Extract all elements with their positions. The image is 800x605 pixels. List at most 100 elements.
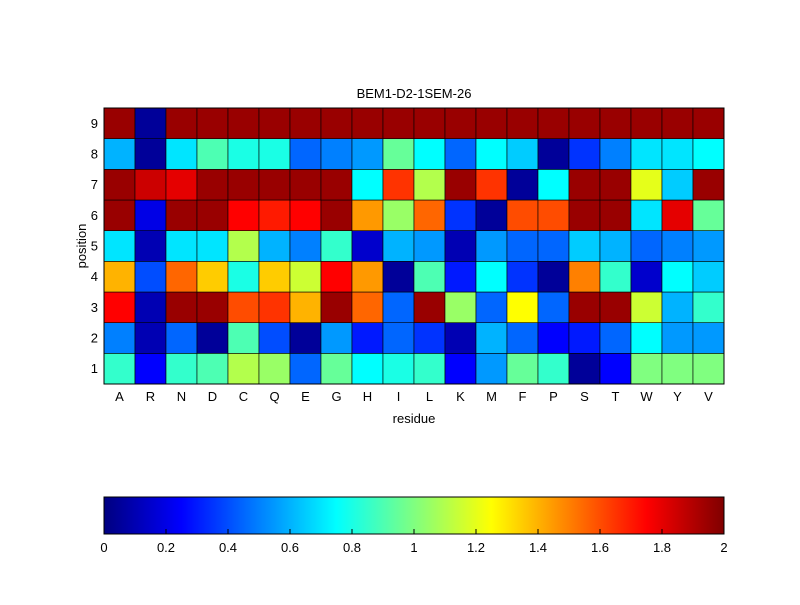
heatmap-cell-W-3: [630, 291, 663, 323]
heatmap-cell-D-3: [196, 291, 229, 323]
heatmap-cell-A-9: [103, 107, 136, 139]
heatmap-cell-G-2: [320, 322, 353, 354]
heatmap-cell-M-3: [475, 291, 508, 323]
heatmap-cell-T-4: [599, 261, 632, 293]
heatmap-cell-F-6: [506, 199, 539, 231]
heatmap-cell-A-7: [103, 169, 136, 201]
heatmap-cell-R-7: [134, 169, 167, 201]
x-tick-label: N: [177, 389, 186, 404]
heatmap-cell-S-1: [568, 353, 601, 385]
heatmap-cell-R-1: [134, 353, 167, 385]
heatmap-cell-P-8: [537, 138, 570, 170]
heatmap-cell-A-1: [103, 353, 136, 385]
heatmap-cell-Q-2: [258, 322, 291, 354]
heatmap-cell-K-1: [444, 353, 477, 385]
heatmap-cell-G-1: [320, 353, 353, 385]
heatmap-cell-S-8: [568, 138, 601, 170]
heatmap-cell-V-8: [692, 138, 725, 170]
heatmap-cell-H-2: [351, 322, 384, 354]
x-tick-label: S: [580, 389, 589, 404]
heatmap-cell-H-5: [351, 230, 384, 262]
heatmap-cell-T-5: [599, 230, 632, 262]
heatmap-cell-N-8: [165, 138, 198, 170]
x-tick-label: D: [208, 389, 217, 404]
heatmap-cell-Q-7: [258, 169, 291, 201]
heatmap-cells: [103, 107, 725, 385]
heatmap-cell-L-8: [413, 138, 446, 170]
colorbar-tick-label: 0: [100, 540, 107, 555]
heatmap-cell-D-4: [196, 261, 229, 293]
heatmap-cell-E-3: [289, 291, 322, 323]
heatmap-cell-D-1: [196, 353, 229, 385]
heatmap-cell-V-4: [692, 261, 725, 293]
heatmap-cell-W-8: [630, 138, 663, 170]
heatmap-cell-Y-7: [661, 169, 694, 201]
heatmap-cell-Q-6: [258, 199, 291, 231]
heatmap-cell-C-1: [227, 353, 260, 385]
x-tick-label: R: [146, 389, 155, 404]
heatmap-cell-L-1: [413, 353, 446, 385]
heatmap-cell-A-4: [103, 261, 136, 293]
heatmap-cell-F-2: [506, 322, 539, 354]
heatmap-cell-I-2: [382, 322, 415, 354]
heatmap-cell-K-5: [444, 230, 477, 262]
colorbar-tick-label: 0.4: [219, 540, 237, 555]
heatmap-cell-G-4: [320, 261, 353, 293]
heatmap-cell-A-8: [103, 138, 136, 170]
colorbar-tick-label: 1.6: [591, 540, 609, 555]
heatmap-cell-I-6: [382, 199, 415, 231]
heatmap-cell-K-7: [444, 169, 477, 201]
heatmap-cell-V-7: [692, 169, 725, 201]
x-tick-label: G: [331, 389, 341, 404]
heatmap-cell-V-5: [692, 230, 725, 262]
heatmap-cell-H-8: [351, 138, 384, 170]
heatmap-cell-Y-6: [661, 199, 694, 231]
colorbar-tick-label: 1.2: [467, 540, 485, 555]
heatmap-cell-E-4: [289, 261, 322, 293]
heatmap-cell-C-9: [227, 107, 260, 139]
heatmap-cell-I-9: [382, 107, 415, 139]
heatmap-cell-F-3: [506, 291, 539, 323]
heatmap-cell-S-5: [568, 230, 601, 262]
x-tick-label: A: [115, 389, 124, 404]
heatmap-cell-M-1: [475, 353, 508, 385]
heatmap-cell-H-6: [351, 199, 384, 231]
heatmap-cell-K-4: [444, 261, 477, 293]
heatmap-cell-D-6: [196, 199, 229, 231]
heatmap-cell-L-3: [413, 291, 446, 323]
heatmap-cell-V-1: [692, 353, 725, 385]
heatmap-cell-Q-1: [258, 353, 291, 385]
x-tick-label: W: [640, 389, 653, 404]
heatmap-cell-K-2: [444, 322, 477, 354]
heatmap-cell-P-2: [537, 322, 570, 354]
y-axis-label: position: [74, 224, 89, 269]
x-tick-label: I: [397, 389, 401, 404]
heatmap-cell-N-1: [165, 353, 198, 385]
heatmap-cell-A-5: [103, 230, 136, 262]
heatmap-cell-I-1: [382, 353, 415, 385]
heatmap-cell-F-4: [506, 261, 539, 293]
x-axis-label: residue: [393, 411, 436, 426]
x-tick-label: E: [301, 389, 310, 404]
heatmap-cell-A-2: [103, 322, 136, 354]
heatmap-cell-Q-8: [258, 138, 291, 170]
heatmap-cell-Y-1: [661, 353, 694, 385]
heatmap-cell-S-2: [568, 322, 601, 354]
heatmap-cell-L-9: [413, 107, 446, 139]
heatmap-cell-F-1: [506, 353, 539, 385]
heatmap-cell-Y-3: [661, 291, 694, 323]
heatmap-cell-C-7: [227, 169, 260, 201]
colorbar-tick-label: 0.6: [281, 540, 299, 555]
heatmap-cell-Q-9: [258, 107, 291, 139]
heatmap-cell-M-6: [475, 199, 508, 231]
heatmap-cell-Y-9: [661, 107, 694, 139]
x-tick-label: K: [456, 389, 465, 404]
x-tick-label: Y: [673, 389, 682, 404]
heatmap-cell-P-3: [537, 291, 570, 323]
heatmap-cell-L-7: [413, 169, 446, 201]
heatmap-cell-Y-8: [661, 138, 694, 170]
heatmap-cell-T-6: [599, 199, 632, 231]
heatmap-cell-V-3: [692, 291, 725, 323]
